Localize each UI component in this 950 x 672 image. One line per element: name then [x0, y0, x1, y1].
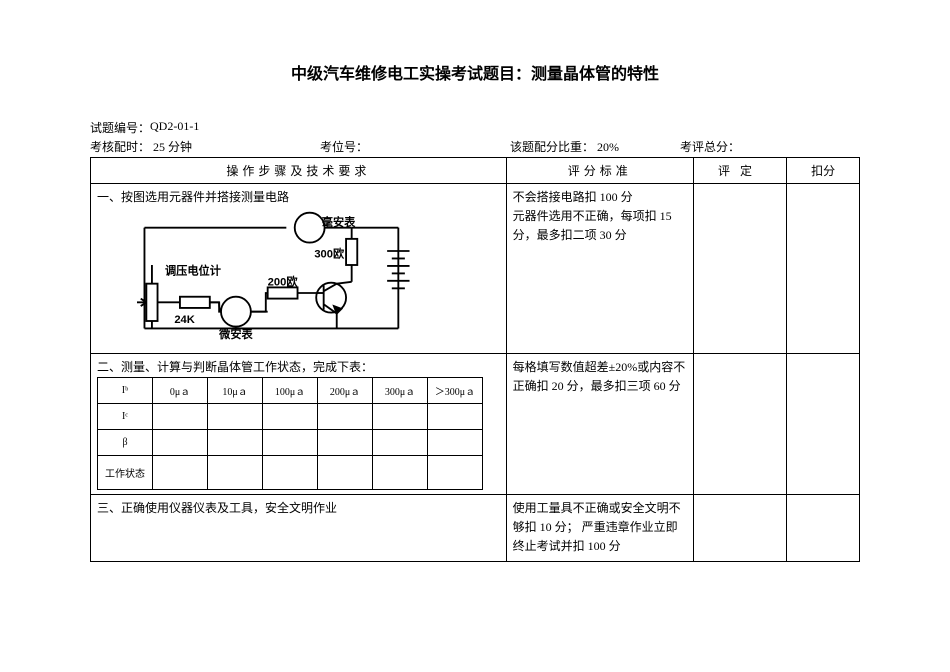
inner-col-header: ＞300μａ: [428, 378, 483, 404]
table-header-row: 操作步骤及技术要求 评分标准 评定 扣分: [91, 158, 860, 184]
inner-cell: [263, 430, 318, 456]
main-table: 操作步骤及技术要求 评分标准 评定 扣分 一、按图选用元器件并搭接测量电路: [90, 157, 860, 562]
inner-cell: [263, 456, 318, 490]
inner-cell: [428, 456, 483, 490]
header-steps: 操作步骤及技术要求: [91, 158, 507, 184]
criteria-2: 每格填写数值超差±20%或内容不正确扣 20 分，最多扣三项 60 分: [506, 354, 693, 495]
inner-cell: [373, 430, 428, 456]
inner-cell: [373, 404, 428, 430]
eval-2: [693, 354, 787, 495]
header-deduct: 扣分: [787, 158, 860, 184]
step-3-title: 三、正确使用仪器仪表及工具，安全文明作业: [97, 499, 500, 516]
potentiometer-label: 调压电位计: [165, 263, 221, 277]
inner-cell: [318, 430, 373, 456]
inner-col-header: 100μａ: [263, 378, 318, 404]
inner-cell: [208, 456, 263, 490]
inner-cell: [263, 404, 318, 430]
total-label: 考评总分：: [680, 138, 860, 155]
time-label: 考核配时：: [90, 140, 150, 154]
step-1-cell: 一、按图选用元器件并搭接测量电路: [91, 184, 507, 354]
table-row: 三、正确使用仪器仪表及工具，安全文明作业 使用工量具不正确或安全文明不够扣 10…: [91, 495, 860, 562]
inner-cell: [428, 404, 483, 430]
measurement-table: Iᵇ 0μａ 10μａ 100μａ 200μａ 300μａ ＞300μａ Iᶜ …: [97, 377, 483, 490]
step-3-cell: 三、正确使用仪器仪表及工具，安全文明作业: [91, 495, 507, 562]
criteria-3: 使用工量具不正确或安全文明不够扣 10 分； 严重违章作业立即终止考试并扣 10…: [506, 495, 693, 562]
step-1-title: 一、按图选用元器件并搭接测量电路: [97, 188, 500, 205]
header-criteria: 评分标准: [506, 158, 693, 184]
inner-cell: [153, 430, 208, 456]
milliammeter-label: 毫安表: [322, 215, 356, 229]
page-title: 中级汽车维修电工实操考试题目：测量晶体管的特性: [90, 60, 860, 84]
microammeter-label: 微安表: [218, 327, 253, 341]
header-eval: 评定: [693, 158, 787, 184]
eval-1: [693, 184, 787, 354]
inner-row-label: 工作状态: [98, 456, 153, 490]
table-row: 一、按图选用元器件并搭接测量电路: [91, 184, 860, 354]
inner-cell: [153, 404, 208, 430]
weight-value: 20%: [597, 140, 619, 154]
deduct-2: [787, 354, 860, 495]
inner-row-label: Iᵇ: [98, 378, 153, 404]
deduct-1: [787, 184, 860, 354]
inner-cell: [373, 456, 428, 490]
r200-label: 200欧: [268, 275, 299, 289]
inner-cell: [318, 404, 373, 430]
time-value: 25 分钟: [153, 140, 192, 154]
r24k-label: 24K: [174, 314, 195, 326]
inner-col-header: 300μａ: [373, 378, 428, 404]
inner-cell: [208, 430, 263, 456]
step-2-title: 二、测量、计算与判断晶体管工作状态，完成下表：: [97, 358, 500, 375]
inner-cell: [208, 404, 263, 430]
inner-col-header: 10μａ: [208, 378, 263, 404]
inner-row-label: Iᶜ: [98, 404, 153, 430]
station-label: 考位号：: [320, 138, 510, 155]
eval-3: [693, 495, 787, 562]
inner-cell: [428, 430, 483, 456]
meta-line-1: 试题编号： QD2-01-1: [90, 119, 860, 136]
inner-cell: [318, 456, 373, 490]
deduct-3: [787, 495, 860, 562]
step-2-cell: 二、测量、计算与判断晶体管工作状态，完成下表： Iᵇ 0μａ 10μａ 100μ…: [91, 354, 507, 495]
circuit-diagram: 毫安表 300欧 调压电位计 24K 微安表 200欧: [97, 207, 500, 349]
meta-line-2: 考核配时： 25 分钟 考位号： 该题配分比重： 20% 考评总分：: [90, 138, 860, 155]
weight-label: 该题配分比重：: [510, 140, 594, 154]
qno-value: QD2-01-1: [150, 119, 199, 136]
inner-cell: [153, 456, 208, 490]
criteria-1: 不会搭接电路扣 100 分 元器件选用不正确，每项扣 15 分，最多扣二项 30…: [506, 184, 693, 354]
inner-col-header: 0μａ: [153, 378, 208, 404]
inner-col-header: 200μａ: [318, 378, 373, 404]
r300-label: 300欧: [314, 247, 345, 261]
qno-label: 试题编号：: [90, 119, 150, 136]
table-row: 二、测量、计算与判断晶体管工作状态，完成下表： Iᵇ 0μａ 10μａ 100μ…: [91, 354, 860, 495]
inner-row-label: β: [98, 430, 153, 456]
